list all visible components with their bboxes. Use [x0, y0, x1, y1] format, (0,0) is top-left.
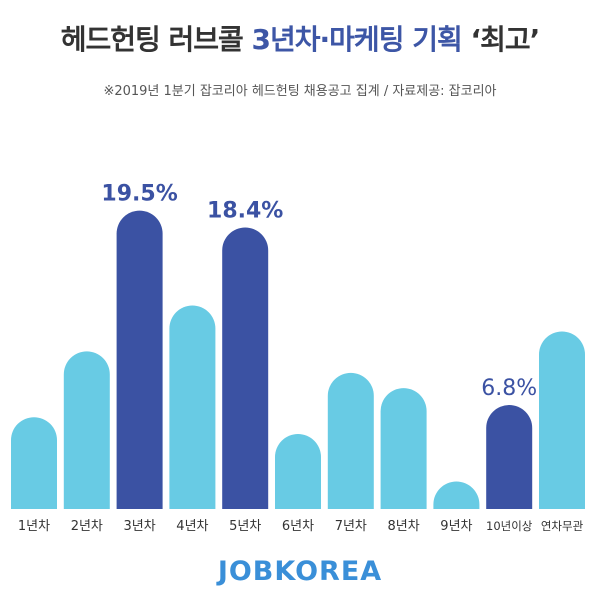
data-label: 6.8% — [481, 376, 537, 401]
x-tick-label: 3년차 — [123, 519, 155, 534]
x-tick-label: 6년차 — [282, 519, 314, 534]
bar-10 — [486, 404, 533, 509]
x-tick-label: 4년차 — [176, 519, 208, 534]
x-tick-label: 8년차 — [387, 519, 419, 534]
bar-1 — [11, 417, 58, 509]
x-tick-label: 10년이상 — [486, 519, 533, 533]
data-label: 18.4% — [207, 198, 283, 223]
title-part-2: 3년차·마케팅 기획 — [251, 23, 463, 56]
bar-5 — [222, 227, 269, 510]
title-part-1: 헤드헌팅 러브콜 — [60, 23, 244, 56]
x-tick-label: 1년차 — [18, 519, 50, 534]
x-tick-label: 5년차 — [229, 519, 261, 534]
x-tick-label: 2년차 — [71, 519, 103, 534]
chart-title: 헤드헌팅 러브콜 3년차·마케팅 기획 ‘최고’ — [0, 18, 600, 58]
bar-11 — [539, 331, 585, 509]
bar-7 — [327, 372, 374, 509]
bar-6 — [275, 434, 321, 509]
bar-9 — [433, 481, 480, 509]
title-part-3: ‘최고’ — [470, 23, 540, 56]
bar-4 — [169, 305, 216, 509]
data-label: 19.5% — [101, 182, 177, 207]
jobkorea-logo: JOBKOREA — [217, 556, 383, 587]
bar-2 — [63, 351, 110, 509]
x-tick-label: 9년차 — [440, 519, 472, 534]
bar-8 — [380, 388, 427, 509]
bar-3 — [116, 210, 163, 510]
chart-subtitle: ※2019년 1분기 잡코리아 헤드헌팅 채용공고 집계 / 자료제공: 잡코리… — [103, 84, 497, 99]
x-tick-label: 연차무관 — [541, 519, 584, 533]
x-tick-label: 7년차 — [335, 519, 367, 534]
